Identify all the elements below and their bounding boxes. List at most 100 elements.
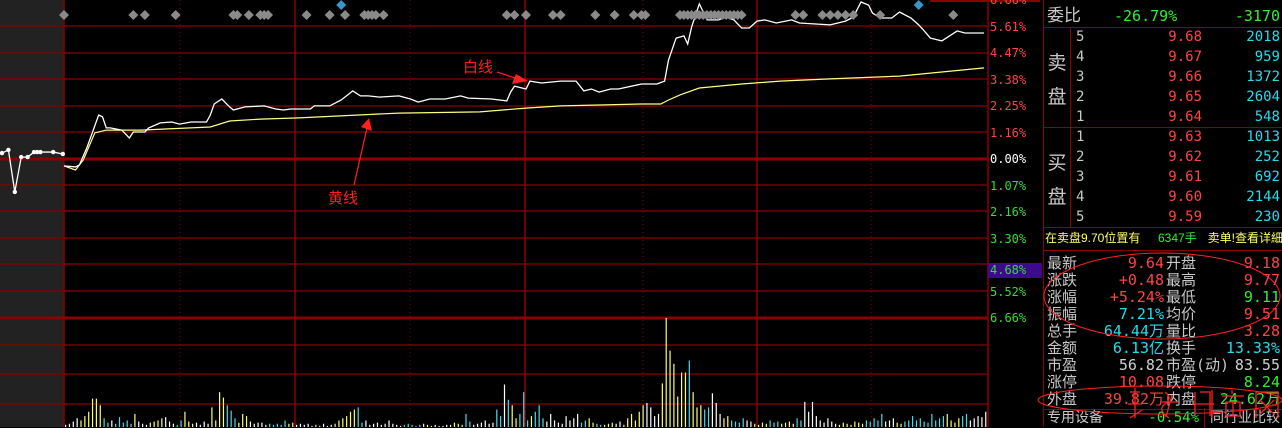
stat-label: 换手 (1166, 339, 1197, 357)
volume-bar (307, 423, 309, 427)
volume-bar (823, 422, 825, 427)
volume-bar (346, 416, 348, 427)
volume-bar (384, 423, 386, 427)
volume-bar (230, 410, 232, 427)
volume-bar (611, 422, 613, 427)
volume-bar (565, 416, 567, 427)
stat-value: 13.33% (1225, 339, 1280, 357)
volume-bar (103, 418, 105, 427)
volume-bar (734, 421, 737, 427)
trade-marker-gray (817, 10, 828, 20)
quantity: 1372 (1246, 69, 1280, 85)
trade-marker-gray (555, 10, 566, 20)
price: 9.60 (1168, 189, 1202, 205)
trade-marker-gray (832, 10, 843, 20)
price: 9.62 (1168, 149, 1202, 165)
auction-point (31, 149, 37, 155)
stat-label: 量比 (1166, 322, 1197, 340)
volume-bar (446, 424, 448, 427)
trade-marker-gray (609, 10, 620, 20)
volume-bar (919, 418, 921, 427)
volume-bar (184, 411, 186, 427)
volume-bar (938, 418, 941, 427)
stat-label: 开盘 (1166, 254, 1197, 272)
trade-marker-gray (501, 10, 512, 20)
volume-bar (900, 423, 902, 427)
volume-bar (349, 411, 352, 427)
price: 9.59 (1168, 209, 1202, 225)
volume-bar (523, 392, 525, 427)
sell-side-label-1: 卖 (1047, 52, 1067, 74)
volume-bar (238, 422, 240, 427)
stat-label: 市盈 (1047, 356, 1078, 374)
volume-bar (434, 424, 436, 427)
auction-point (6, 147, 11, 153)
average-price-line (63, 67, 985, 171)
volume-bar (330, 424, 332, 427)
stat-value: +5.24% (1109, 288, 1164, 306)
volume-bar (134, 413, 136, 427)
arrow-head-icon (361, 118, 372, 131)
volume-bar (199, 424, 201, 427)
volume-bar (438, 425, 440, 427)
quantity: 959 (1254, 49, 1280, 65)
volume-bar (157, 420, 159, 427)
volume-bar (211, 407, 213, 427)
stat-value: 10.08 (1118, 373, 1164, 391)
volume-bar (792, 423, 794, 427)
volume-bar (627, 418, 629, 427)
volume-bar (827, 418, 829, 427)
big-order-detail-link[interactable]: 卖单!查看详細 (1207, 231, 1282, 245)
volume-bar (696, 407, 698, 427)
volume-bar (342, 418, 344, 427)
auction-point (35, 149, 40, 155)
volume-bar (242, 413, 244, 427)
intraday-chart[interactable] (0, 0, 1043, 427)
buy-level-row: 5 9.59 230 (1044, 207, 1282, 227)
volume-bar (808, 411, 810, 427)
volume-bar (553, 420, 556, 427)
volume-bar (815, 416, 817, 427)
volume-bar (507, 399, 509, 427)
volume-bar (892, 418, 894, 427)
axis-label: 1.16% (990, 125, 1027, 140)
stat-label: 均价 (1166, 305, 1197, 323)
volume-bar (411, 424, 413, 427)
volume-bar (188, 421, 190, 427)
volume-bar (538, 405, 540, 427)
axis-label: 5.52% (990, 284, 1027, 299)
stat-row: 总手 64.44万 量比 3.28 (1044, 323, 1282, 340)
sell-level-row: 3 9.66 1372 (1044, 67, 1282, 87)
level: 1 (1076, 109, 1085, 125)
volume-bar (888, 420, 891, 427)
volume-bar (84, 416, 86, 427)
volume-bar (192, 423, 194, 427)
stat-label: 市盈(动) (1166, 356, 1230, 374)
stat-label: 内盘 (1166, 390, 1197, 408)
volume-bar (731, 420, 733, 427)
volume-bar (715, 403, 717, 427)
volume-bar (865, 420, 867, 427)
volume-bar (765, 423, 767, 427)
volume-bar (276, 423, 278, 427)
volume-bar (935, 420, 937, 427)
axis-label: 6.66% (990, 0, 1027, 7)
volume-bar (115, 423, 117, 427)
volume-bar (138, 421, 140, 427)
industry-compare-button[interactable]: 同行业比较 (1210, 410, 1280, 426)
big-order-alert[interactable]: 在卖盘9.70位置有 6347手 卖单!查看详細 (1044, 228, 1282, 248)
stat-value: 9.11 (1243, 288, 1280, 306)
price: 9.64 (1168, 109, 1202, 125)
volume-bar (619, 421, 621, 427)
stat-value: 9.77 (1243, 271, 1280, 289)
price: 9.67 (1168, 49, 1202, 65)
volume-bar (72, 421, 74, 427)
volume-bar (161, 418, 163, 427)
volume-bar (896, 422, 898, 427)
volume-bar (804, 401, 806, 427)
stat-row: 涨停 10.08 跌停 8.24 (1044, 374, 1282, 391)
volume-bar (650, 407, 652, 427)
volume-bar (303, 424, 305, 427)
level: 2 (1076, 89, 1085, 105)
stat-row: 涨跌 +0.48 最高 9.77 (1044, 272, 1282, 289)
